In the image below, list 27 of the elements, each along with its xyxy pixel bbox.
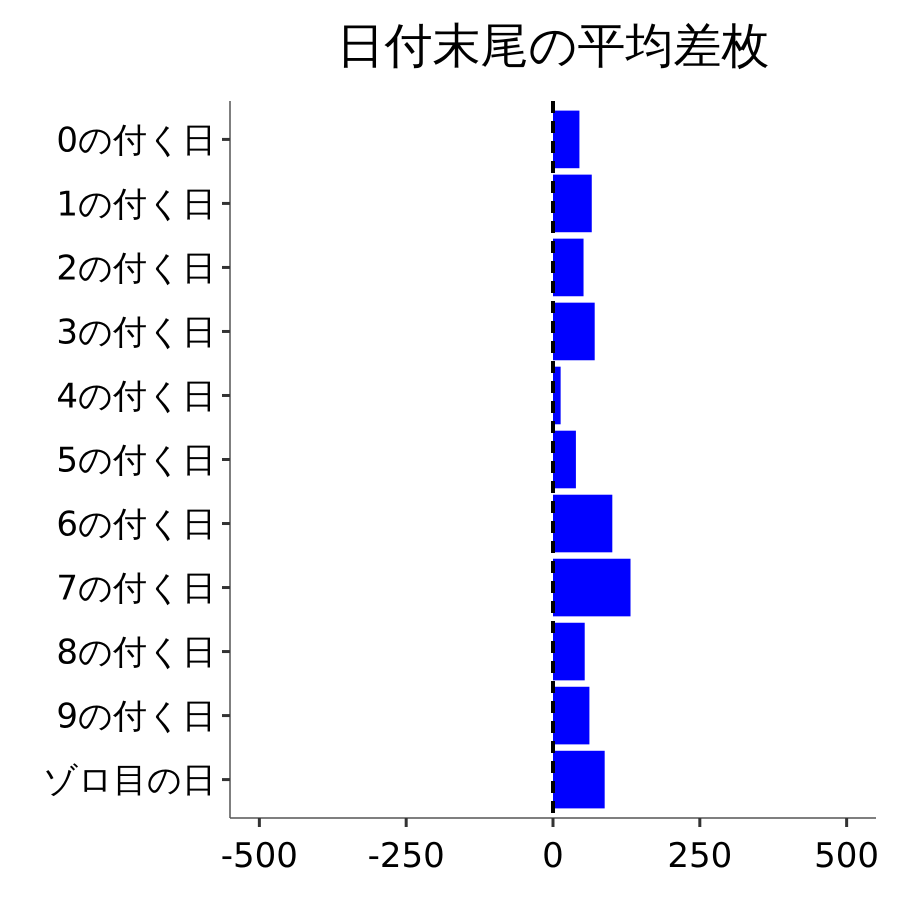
bar — [553, 430, 576, 488]
bar — [553, 558, 631, 616]
y-tick-label: 5の付く日 — [56, 440, 216, 480]
bar — [553, 174, 592, 232]
bar — [553, 622, 585, 680]
bar — [553, 302, 595, 360]
y-tick-label: 9の付く日 — [56, 696, 216, 737]
bar — [553, 494, 612, 552]
x-tick-label: 0 — [542, 836, 564, 876]
chart-title: 日付末尾の平均差枚 — [336, 18, 770, 74]
bar — [553, 750, 605, 808]
y-tick-label: 1の付く日 — [56, 184, 216, 224]
y-tick-label: 3の付く日 — [56, 312, 216, 352]
y-tick-label: 4の付く日 — [56, 376, 216, 416]
x-tick-label: 500 — [814, 836, 880, 876]
bar — [553, 110, 580, 168]
bar — [553, 686, 590, 744]
y-tick-label: 7の付く日 — [56, 568, 216, 609]
y-tick-label: 2の付く日 — [56, 248, 216, 288]
y-tick-label: 0の付く日 — [56, 120, 216, 160]
bar — [553, 238, 584, 296]
x-tick-label: -500 — [220, 836, 298, 876]
x-tick-label: 250 — [667, 836, 732, 876]
y-tick-label: ゾロ目の日 — [43, 760, 216, 801]
y-tick-label: 6の付く日 — [56, 504, 216, 545]
x-tick-label: -250 — [368, 836, 445, 876]
y-tick-label: 8の付く日 — [56, 632, 216, 673]
